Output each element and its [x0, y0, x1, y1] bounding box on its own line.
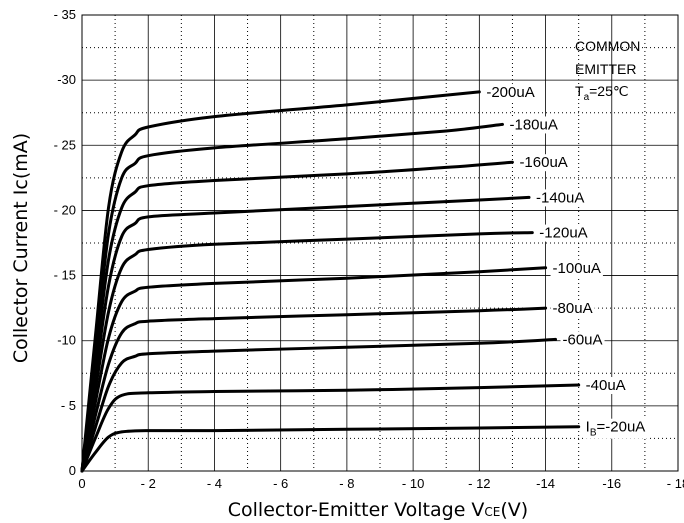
series-label-background [534, 189, 587, 207]
y-tick-label: - 35 [54, 7, 76, 22]
y-tick-label: 0 [69, 463, 76, 478]
series-curve [80, 195, 531, 473]
annotation-line-1: COMMON [575, 38, 640, 54]
series-label: -120uA [539, 225, 587, 242]
series-label-background [484, 83, 537, 101]
plot-frame [81, 14, 679, 472]
series-curve [80, 160, 514, 473]
x-tick-label: - 18 [667, 476, 684, 491]
x-tick-label: -14 [536, 476, 555, 491]
series-labels: IB=-20uA -40uA -60uA -80uA -100uA -120uA -140u… [484, 83, 648, 439]
series-curve [80, 306, 548, 473]
series-label-background [517, 154, 570, 172]
series-label: -60uA [562, 331, 602, 348]
x-tick-label: -16 [602, 476, 621, 491]
y-tick-label: - 20 [54, 202, 76, 217]
series-label: -200uA [486, 84, 534, 101]
series-label-background [550, 259, 603, 277]
x-tick-label: - 8 [339, 476, 354, 491]
annotation-line-2: EMITTER [575, 61, 636, 77]
series-label-background [583, 418, 648, 439]
y-tick-label: - 25 [54, 137, 76, 152]
series-label-background [507, 116, 560, 134]
series-curve [80, 90, 481, 473]
y-tick-label: -30 [57, 72, 76, 87]
x-tick-label: - 6 [273, 476, 288, 491]
series-label-background [537, 224, 590, 242]
x-tick-label: - 10 [402, 476, 424, 491]
x-tick-label: - 12 [468, 476, 490, 491]
series-label: -100uA [553, 260, 601, 277]
x-tick-label: - 2 [141, 476, 156, 491]
x-axis-title: Collector-Emitter Voltage VCE(V) [228, 499, 528, 521]
series-label: -160uA [519, 154, 567, 171]
series-label: -40uA [586, 377, 626, 394]
x-tick-label: - 4 [207, 476, 222, 491]
series-curve [80, 425, 581, 473]
series-label: -80uA [553, 300, 593, 317]
y-tick-label: - 5 [61, 398, 76, 413]
series-curve [80, 122, 504, 473]
tick-labels: 0 - 2 - 4 - 6 - 8 - 10 - 12 -14 -16 - 18 0 - 5 -10 - … [54, 7, 684, 491]
series-curve [80, 383, 581, 473]
series-label: -180uA [510, 116, 558, 133]
series-curve [80, 337, 557, 473]
y-axis-title: Collector Current Ic(mA) [10, 133, 32, 363]
x-tick-label: 0 [78, 476, 85, 491]
series-label-background [583, 377, 628, 395]
series-label: IB=-20uA [586, 419, 646, 439]
series-label-background [550, 300, 595, 318]
series-curves [80, 90, 581, 473]
series-curve [80, 266, 548, 473]
y-tick-label: - 15 [54, 268, 76, 283]
series-curve [80, 231, 534, 473]
series-label-background [560, 331, 605, 349]
series-label: -140uA [536, 189, 584, 206]
y-tick-label: -10 [57, 333, 76, 348]
conditions-annotation: COMMON EMITTER Ta=25℃ [575, 38, 640, 103]
annotation-line-3: Ta=25℃ [575, 83, 629, 103]
